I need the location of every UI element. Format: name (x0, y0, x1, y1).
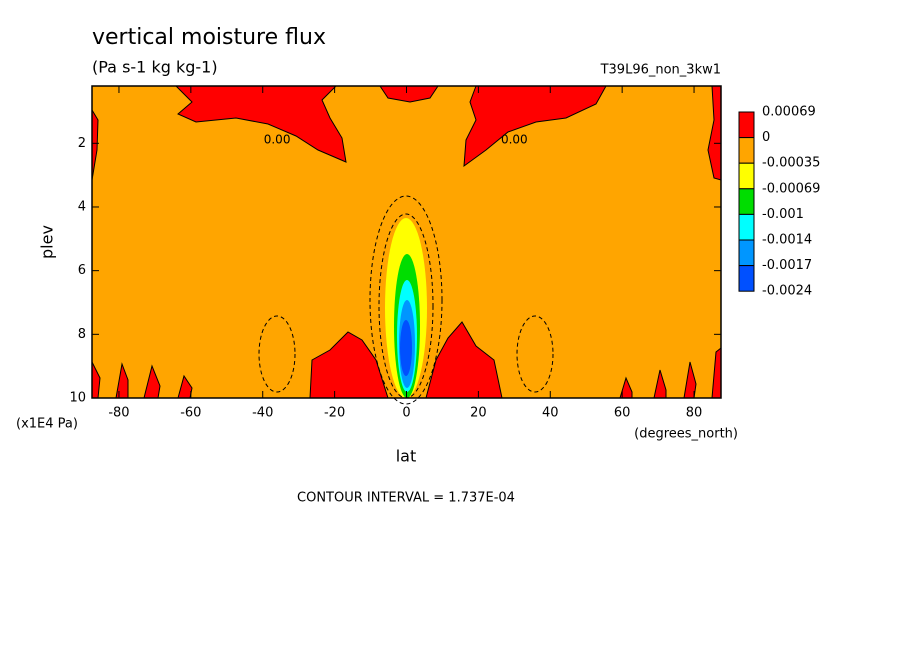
y-tick-label: 2 (78, 136, 86, 151)
colorbar-box (738, 111, 755, 139)
contour-label: 0.00 (264, 133, 291, 147)
colorbar-box (738, 137, 755, 164)
y-tick-label: 6 (78, 263, 86, 278)
colorbar-label: -0.0024 (762, 284, 812, 299)
region (400, 320, 412, 376)
plot-area: 0.00 0.00 (91, 85, 722, 405)
region (463, 85, 607, 168)
colorbar-box (738, 213, 755, 241)
region (425, 321, 503, 399)
contour-interval: CONTOUR INTERVAL = 1.737E-04 (297, 491, 515, 506)
colorbar-box (738, 162, 755, 190)
colorbar-label: 0 (762, 130, 770, 145)
colorbar-label: -0.0014 (762, 233, 812, 248)
colorbar-label: -0.00069 (762, 181, 820, 196)
x-tick-label: 20 (470, 406, 487, 421)
x-tick-label: 40 (542, 406, 559, 421)
y-tick-label: 10 (69, 391, 86, 406)
y-tick-label: 8 (78, 327, 86, 342)
colorbar-label: -0.0017 (762, 258, 812, 273)
x-tick-label: 60 (614, 406, 631, 421)
region (309, 331, 389, 399)
x-tick-label: 0 (402, 406, 410, 421)
x-tick-label: 80 (686, 406, 703, 421)
colorbar-box (738, 188, 755, 215)
colorbar-box (738, 265, 755, 292)
chart-subtitle: (Pa s-1 kg kg-1) (92, 58, 218, 77)
region (174, 85, 347, 163)
y-unit: (x1E4 Pa) (16, 417, 78, 432)
contour-line (516, 315, 554, 393)
x-tick-label: -40 (252, 406, 273, 421)
x-tick-label: -80 (108, 406, 129, 421)
contour-label: 0.00 (501, 133, 528, 147)
x-axis-label: lat (396, 447, 417, 466)
run-label: T39L96_non_3kw1 (600, 63, 721, 78)
y-tick-label: 4 (78, 199, 86, 214)
colorbar-box (738, 239, 755, 267)
y-axis-label: plev (38, 225, 57, 259)
x-unit: (degrees_north) (634, 427, 738, 442)
x-tick-label: -60 (180, 406, 201, 421)
contour-line (369, 195, 443, 405)
colorbar-label: -0.00035 (762, 156, 820, 171)
colorbar-label: -0.001 (762, 207, 804, 222)
chart-title: vertical moisture flux (92, 25, 326, 50)
contour-line (258, 315, 296, 393)
x-tick-label: -20 (324, 406, 345, 421)
colorbar-label: 0.00069 (762, 105, 816, 120)
